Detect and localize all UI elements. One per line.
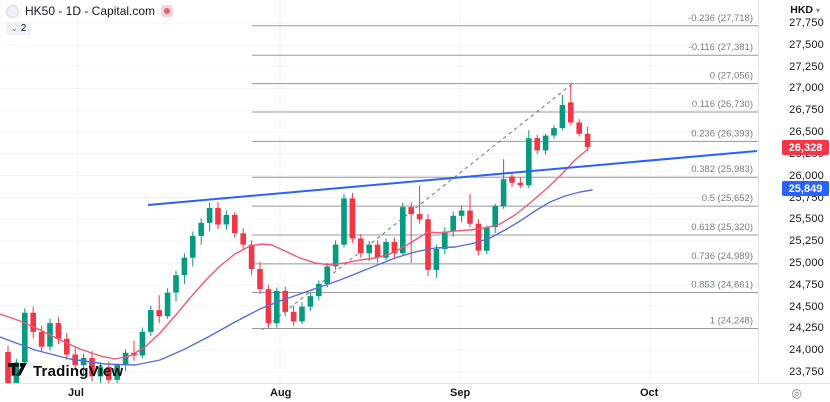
- svg-text:0.736 (24,989): 0.736 (24,989): [691, 251, 753, 262]
- candlestick-series: [5, 84, 591, 383]
- svg-text:-0.116 (27,381): -0.116 (27,381): [689, 42, 753, 53]
- time-tick-label: Aug: [270, 387, 292, 399]
- indicator-count: 2: [20, 23, 27, 34]
- price-tick-label: 27,500: [789, 39, 824, 51]
- chart-canvas[interactable]: -0.236 (27,718) -0.116 (27,381) 0 (27,056)…: [0, 0, 758, 383]
- market-status-icon[interactable]: [161, 5, 174, 17]
- tradingview-mark-icon: [8, 363, 27, 380]
- price-tick-label: 24,500: [789, 301, 824, 313]
- legend: HK50 - 1D - Capital.com ⌄ 2: [6, 4, 174, 36]
- svg-text:0.5 (25,652): 0.5 (25,652): [702, 193, 753, 204]
- symbol-row[interactable]: HK50 - 1D - Capital.com: [6, 4, 174, 18]
- price-axis[interactable]: HKD ▾ 27,750 27,500 27,250 27,000 26,750 26,5…: [758, 0, 830, 383]
- axis-settings-icon[interactable]: ◎: [791, 386, 802, 400]
- price-tick-label: 25,250: [789, 235, 824, 247]
- price-tick-label: 25,000: [789, 257, 824, 269]
- chevron-down-icon: ⌄: [11, 24, 18, 33]
- svg-text:0.618 (25,320): 0.618 (25,320): [691, 222, 753, 233]
- chevron-down-icon: ▾: [815, 5, 820, 15]
- svg-text:0.382 (25,983): 0.382 (25,983): [691, 164, 753, 175]
- price-tick-label: 24,750: [789, 279, 824, 291]
- symbol-title[interactable]: HK50 - 1D - Capital.com: [25, 4, 156, 18]
- ma-fast-line: [0, 148, 589, 360]
- svg-text:-0.236 (27,718): -0.236 (27,718): [688, 13, 753, 24]
- svg-text:0 (27,056): 0 (27,056): [710, 71, 753, 82]
- symbol-logo-icon: [6, 4, 19, 18]
- currency-label[interactable]: HKD ▾: [790, 4, 820, 16]
- fib-labels: -0.236 (27,718) -0.116 (27,381) 0 (27,056)…: [688, 13, 753, 327]
- svg-text:0.853 (24,661): 0.853 (24,661): [691, 280, 753, 291]
- chart-pane[interactable]: -0.236 (27,718) -0.116 (27,381) 0 (27,056)…: [0, 0, 758, 383]
- tradingview-wordmark: TradingView: [33, 363, 124, 380]
- price-tick-label: 27,250: [789, 61, 824, 73]
- time-tick-label: Oct: [640, 387, 659, 399]
- ma-value-badge: 25,849: [782, 181, 829, 196]
- time-tick-label: Sep: [450, 387, 471, 399]
- gridlines: [0, 0, 758, 383]
- ma-slow-line: [0, 189, 593, 366]
- price-tick-label: 27,000: [789, 82, 824, 94]
- blue-trendline[interactable]: [147, 149, 758, 206]
- tradingview-logo[interactable]: TradingView: [8, 363, 123, 380]
- svg-text:1 (24,248): 1 (24,248): [710, 316, 753, 327]
- time-axis[interactable]: Jul Aug Sep Oct ◎: [0, 383, 830, 402]
- price-tick-label: 26,000: [789, 170, 824, 182]
- last-price-badge: 26,328: [782, 140, 829, 155]
- svg-text:0.116 (26,730): 0.116 (26,730): [692, 99, 753, 110]
- price-tick-label: 26,500: [789, 126, 824, 138]
- indicators-collapsed-chip[interactable]: ⌄ 2: [6, 22, 32, 35]
- svg-text:0.236 (26,393): 0.236 (26,393): [691, 128, 753, 139]
- price-tick-label: 24,000: [789, 344, 824, 356]
- price-tick-label: 25,500: [789, 213, 824, 225]
- fib-retracement[interactable]: [252, 25, 758, 329]
- time-tick-label: Jul: [68, 387, 84, 399]
- price-tick-label: 27,750: [789, 17, 824, 29]
- price-tick-label: 26,750: [789, 104, 824, 116]
- price-tick-label: 24,250: [789, 322, 824, 334]
- price-tick-label: 23,750: [789, 366, 824, 378]
